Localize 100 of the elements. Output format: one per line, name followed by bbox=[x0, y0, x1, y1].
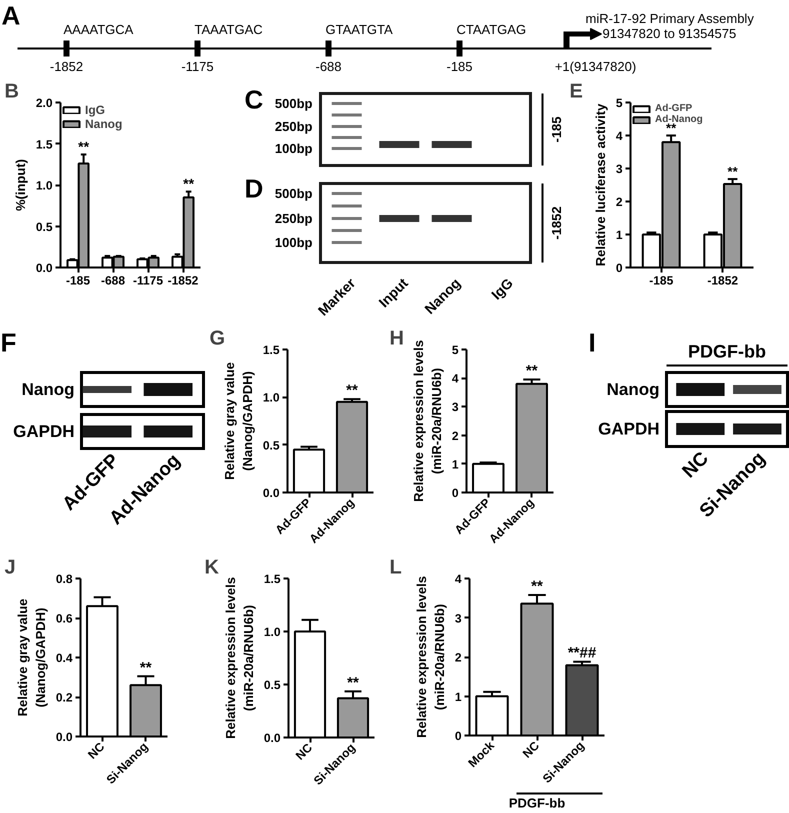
x-tick-label: NC bbox=[520, 738, 542, 761]
y-tick-label: 1.0 bbox=[262, 390, 280, 405]
y-tick-label: 2 bbox=[452, 428, 459, 443]
annotation: ** bbox=[531, 578, 543, 595]
y-tick-label: 1 bbox=[452, 457, 459, 472]
text: TAAATGAC bbox=[194, 22, 263, 37]
text: D bbox=[244, 174, 264, 204]
text: -1175 bbox=[181, 59, 214, 74]
y-axis-title: Relative expression levels (miR-20a/RNU6b) bbox=[410, 340, 444, 502]
chart-title: K bbox=[204, 556, 220, 578]
text: 91347820 to 91354575 bbox=[602, 26, 736, 41]
y-tick-label: 2.0 bbox=[36, 96, 53, 110]
text: -185 bbox=[549, 116, 564, 143]
text: I bbox=[588, 328, 596, 358]
y-axis-title: Relative gray value (Nanog/GAPDH) bbox=[14, 598, 48, 716]
y-tick-label: 0.5 bbox=[36, 220, 53, 234]
text: IgG bbox=[488, 274, 516, 303]
legend-label: Nanog bbox=[85, 117, 122, 131]
text: -185 bbox=[446, 59, 473, 74]
y-tick-label: 0.8 bbox=[56, 572, 73, 586]
text: A bbox=[2, 0, 20, 30]
y-tick-label: 5 bbox=[452, 343, 459, 357]
y-tick-label: 0.5 bbox=[264, 678, 281, 692]
y-axis-title: Relative gray value (Nanog/GAPDH) bbox=[222, 362, 255, 480]
y-tick-label: 0.6 bbox=[56, 612, 73, 626]
y-tick-label: 0.2 bbox=[56, 690, 73, 704]
annotation: ** bbox=[140, 659, 152, 676]
text: GAPDH bbox=[598, 420, 660, 438]
text: Nanog bbox=[22, 380, 75, 399]
y-tick-label: 4 bbox=[454, 572, 462, 586]
chart-title: G bbox=[210, 328, 226, 350]
chart-title: J bbox=[4, 556, 16, 578]
text: +1(91347820) bbox=[554, 59, 636, 74]
x-tick-label: -185 bbox=[66, 274, 90, 288]
x-tick-label: -1175 bbox=[132, 274, 164, 288]
text: -1852 bbox=[50, 59, 84, 74]
annotation: ** bbox=[346, 382, 358, 400]
y-tick-label: 3 bbox=[452, 400, 459, 414]
annotation: ** bbox=[347, 674, 359, 692]
text: 250bp bbox=[274, 119, 313, 134]
x-tick-label: -1852 bbox=[707, 274, 738, 288]
text: GAPDH bbox=[13, 422, 75, 441]
y-tick-label: 1.5 bbox=[264, 572, 281, 586]
y-axis-title: Relative luciferase activity bbox=[592, 102, 608, 266]
text: F bbox=[0, 328, 16, 358]
annotation: ** bbox=[78, 138, 90, 154]
y-tick-label: 0 bbox=[454, 729, 462, 743]
x-tick-label: -1852 bbox=[168, 274, 199, 288]
text: 100bp bbox=[274, 141, 313, 156]
text: C bbox=[244, 84, 264, 114]
chart-title: L bbox=[390, 556, 402, 578]
y-tick-label: 0.5 bbox=[262, 438, 280, 452]
text: miR-17-92 Primary Assembly bbox=[586, 11, 754, 26]
chart-title: H bbox=[390, 328, 404, 350]
text: AAAATGCA bbox=[64, 22, 134, 37]
text: -688 bbox=[315, 59, 342, 74]
chart-title: E bbox=[570, 80, 583, 102]
text: 100bp bbox=[274, 235, 313, 250]
text: CTAATGAG bbox=[456, 22, 526, 37]
text: PDGF-bb bbox=[688, 342, 766, 362]
text: GTAATGTA bbox=[326, 22, 393, 37]
annotation: ** bbox=[183, 176, 195, 192]
text: -1852 bbox=[549, 206, 564, 240]
y-tick-label: 1 bbox=[454, 690, 462, 704]
y-tick-label: 0 bbox=[452, 486, 459, 500]
annotation: ** bbox=[728, 164, 739, 180]
text: 500bp bbox=[274, 96, 313, 111]
y-tick-label: 0.0 bbox=[36, 261, 53, 275]
y-tick-label: 0.0 bbox=[262, 486, 280, 500]
y-tick-label: 1 bbox=[616, 228, 623, 242]
y-tick-label: 0.0 bbox=[264, 731, 281, 745]
y-tick-label: 0 bbox=[616, 261, 623, 275]
chart-title: B bbox=[4, 80, 19, 102]
y-tick-label: 2 bbox=[454, 650, 462, 664]
y-tick-label: 4 bbox=[616, 129, 623, 143]
x-tick-label: NC bbox=[85, 739, 108, 762]
y-tick-label: 1.5 bbox=[262, 343, 280, 357]
y-tick-label: 0.4 bbox=[56, 651, 73, 665]
legend-label: Ad-GFP bbox=[655, 103, 692, 114]
y-tick-label: 1.5 bbox=[36, 137, 53, 152]
legend-label: IgG bbox=[85, 103, 105, 117]
y-tick-label: 3 bbox=[454, 611, 462, 626]
y-tick-label: 0.0 bbox=[56, 730, 73, 744]
y-tick-label: 3 bbox=[616, 162, 623, 176]
y-axis-title: %(input) bbox=[12, 159, 28, 211]
text: 500bp bbox=[274, 186, 313, 201]
text: Nanog bbox=[606, 380, 660, 399]
y-axis-title: Relative expression levels (miR-20a/RNU6b) bbox=[222, 577, 256, 739]
y-tick-label: 1.0 bbox=[264, 625, 281, 639]
text: 250bp bbox=[274, 211, 313, 226]
y-tick-label: 2 bbox=[616, 195, 623, 209]
text: PDGF-bb bbox=[508, 796, 566, 810]
annotation: ** bbox=[526, 362, 538, 380]
y-tick-label: 1.0 bbox=[36, 178, 53, 192]
annotation: **## bbox=[568, 644, 597, 662]
y-axis-title: Relative expression levels (miR-20a/RNU6b) bbox=[414, 576, 447, 738]
y-tick-label: 4 bbox=[452, 372, 459, 386]
x-tick-label: NC bbox=[292, 740, 316, 763]
x-tick-label: -185 bbox=[649, 274, 674, 288]
x-tick-label: -688 bbox=[100, 274, 126, 288]
